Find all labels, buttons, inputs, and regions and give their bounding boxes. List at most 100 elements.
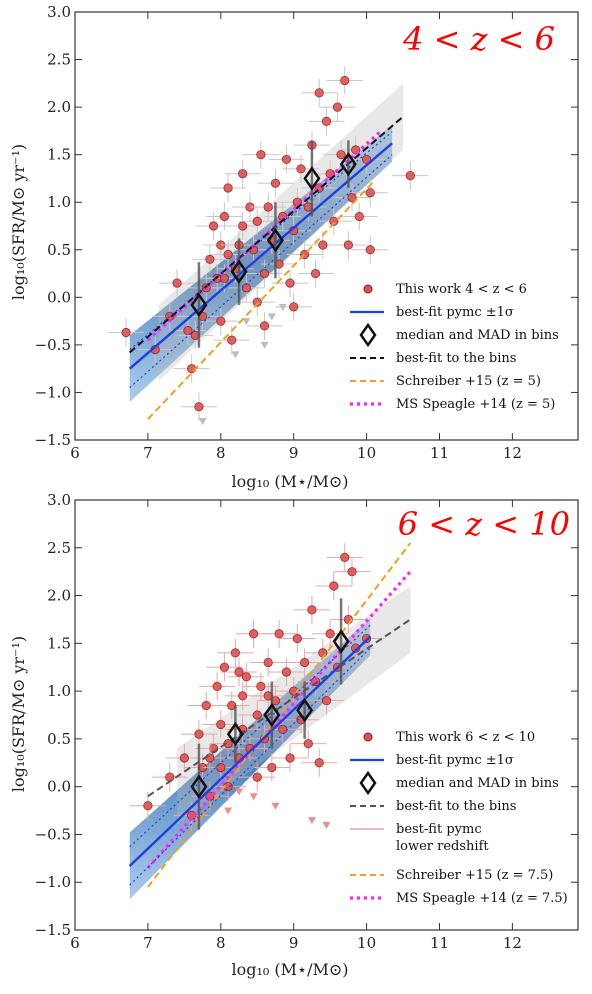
bin-median-diamond (266, 228, 284, 253)
y-tick-label: 0.5 (47, 730, 71, 748)
data-point (249, 629, 259, 639)
legend-label: This work 4 < z < 6 (396, 282, 527, 297)
y-tick-label: −1.5 (35, 921, 71, 939)
data-point (281, 154, 292, 165)
x-tick-label: 8 (216, 934, 226, 952)
legend-label: best-fit to the bins (396, 799, 516, 814)
upper-limit-arrow (307, 817, 316, 825)
legend: This work 6 < z < 10 best-fit pymc ±1σ med… (350, 730, 568, 906)
y-tick-label: 1.5 (47, 634, 71, 652)
legend-label: Schreiber +15 (z = 5) (396, 374, 541, 389)
data-point (223, 183, 233, 193)
data-point (270, 178, 281, 188)
legend-label: best-fit pymc ±1σ (396, 305, 514, 320)
x-tick-label: 7 (143, 444, 153, 462)
data-point (194, 402, 204, 412)
bin-median-diamond (339, 151, 357, 177)
data-point (332, 102, 343, 112)
panel-bottom: 6 7 8 9 10 11 12 −1.5 −1.0 −0.5 0.0 0.5 1.0 1.5 2.0 2.5… (9, 491, 579, 979)
x-tick-label: 8 (216, 444, 226, 462)
y-tick-label: 0.0 (47, 288, 71, 306)
data-point (292, 633, 302, 644)
pymc-fit-line (128, 142, 393, 370)
y-tick-label: 3.0 (47, 3, 71, 21)
sigma-line-upper (129, 131, 393, 351)
speagle-line (146, 570, 412, 869)
legend-marker (363, 732, 373, 742)
y-tick-label: 2.0 (47, 587, 71, 605)
axes-frame (74, 499, 579, 931)
x-tick-label: 10 (357, 444, 376, 462)
y-tick-label: 0.5 (47, 241, 71, 259)
data-point (208, 221, 219, 231)
data-point (405, 170, 415, 181)
legend-label: MS Speagle +14 (z = 5) (396, 397, 555, 412)
data-point (300, 657, 310, 668)
x-tick-label: 12 (503, 934, 522, 952)
data-point (336, 150, 346, 160)
data-point (321, 116, 332, 126)
data-point (205, 254, 215, 264)
data-point (179, 753, 189, 763)
sigma-line-lower (129, 647, 371, 886)
data-point (183, 326, 193, 336)
x-axis-label: log₁₀ (M⋆/M⊙) (232, 960, 349, 979)
y-tick-label: 1.5 (47, 146, 71, 164)
upper-limit-arrow (278, 303, 287, 311)
upper-limit-arrow (231, 351, 240, 359)
upper-limit-arrow (198, 417, 207, 425)
data-point (238, 221, 248, 231)
bins-fit-line (129, 115, 404, 354)
bin-median-diamond (190, 774, 208, 799)
data-point (314, 758, 324, 768)
data-point (354, 211, 364, 222)
data-point (285, 753, 295, 763)
data-point (121, 327, 131, 338)
data-point (310, 268, 321, 279)
bin-median-diamond (230, 259, 248, 284)
data-point (205, 753, 215, 763)
x-axis-label: log₁₀ (M⋆/M⊙) (232, 472, 349, 491)
data-point (329, 581, 339, 591)
data-point (365, 245, 375, 255)
axes-frame (74, 11, 579, 441)
upper-limit-arrow (271, 802, 280, 810)
x-tick-label: 11 (430, 934, 449, 952)
data-point (238, 169, 248, 179)
data-point (256, 150, 266, 160)
upper-limit-arrow (235, 788, 244, 796)
data-point (321, 696, 332, 706)
data-point (263, 202, 273, 212)
legend-label: median and MAD in bins (396, 776, 559, 791)
data-point (318, 240, 328, 250)
data-point (340, 552, 350, 562)
y-tick-label: 2.0 (47, 98, 71, 116)
data-point (238, 691, 248, 701)
x-tick-label: 10 (357, 934, 376, 952)
data-point (347, 567, 357, 577)
data-point (289, 302, 299, 312)
y-tick-label: 3.0 (47, 491, 71, 509)
data-point (314, 88, 324, 98)
legend-label: Schreiber +15 (z = 7.5) (396, 868, 553, 883)
data-point (216, 762, 226, 773)
y-tick-label: 0.0 (47, 778, 71, 796)
legend-marker (359, 322, 377, 348)
data-point (325, 629, 335, 639)
x-tick-label: 6 (70, 444, 80, 462)
plot-area: 6 7 8 9 10 11 12 −1.5 −1.0 −0.5 0.0 0.5 1.0 1.5 2.0 2.5… (35, 3, 579, 462)
upper-limit-arrow (267, 313, 276, 321)
bins-fit-line (147, 618, 411, 798)
data-point (223, 249, 233, 260)
data-point (285, 278, 295, 288)
data-point (223, 739, 233, 749)
data-point (194, 729, 204, 739)
data-point (252, 216, 262, 226)
bin-median-diamond (303, 166, 321, 191)
y-tick-label: −0.5 (35, 336, 71, 354)
legend: This work 4 < z < 6 best-fit pymc ±1σ medi… (350, 282, 559, 412)
legend-label: best-fit pymc ±1σ (396, 753, 514, 768)
bin-median-diamond (296, 698, 314, 723)
y-tick-label: 2.5 (47, 539, 71, 557)
data-point (216, 316, 226, 326)
